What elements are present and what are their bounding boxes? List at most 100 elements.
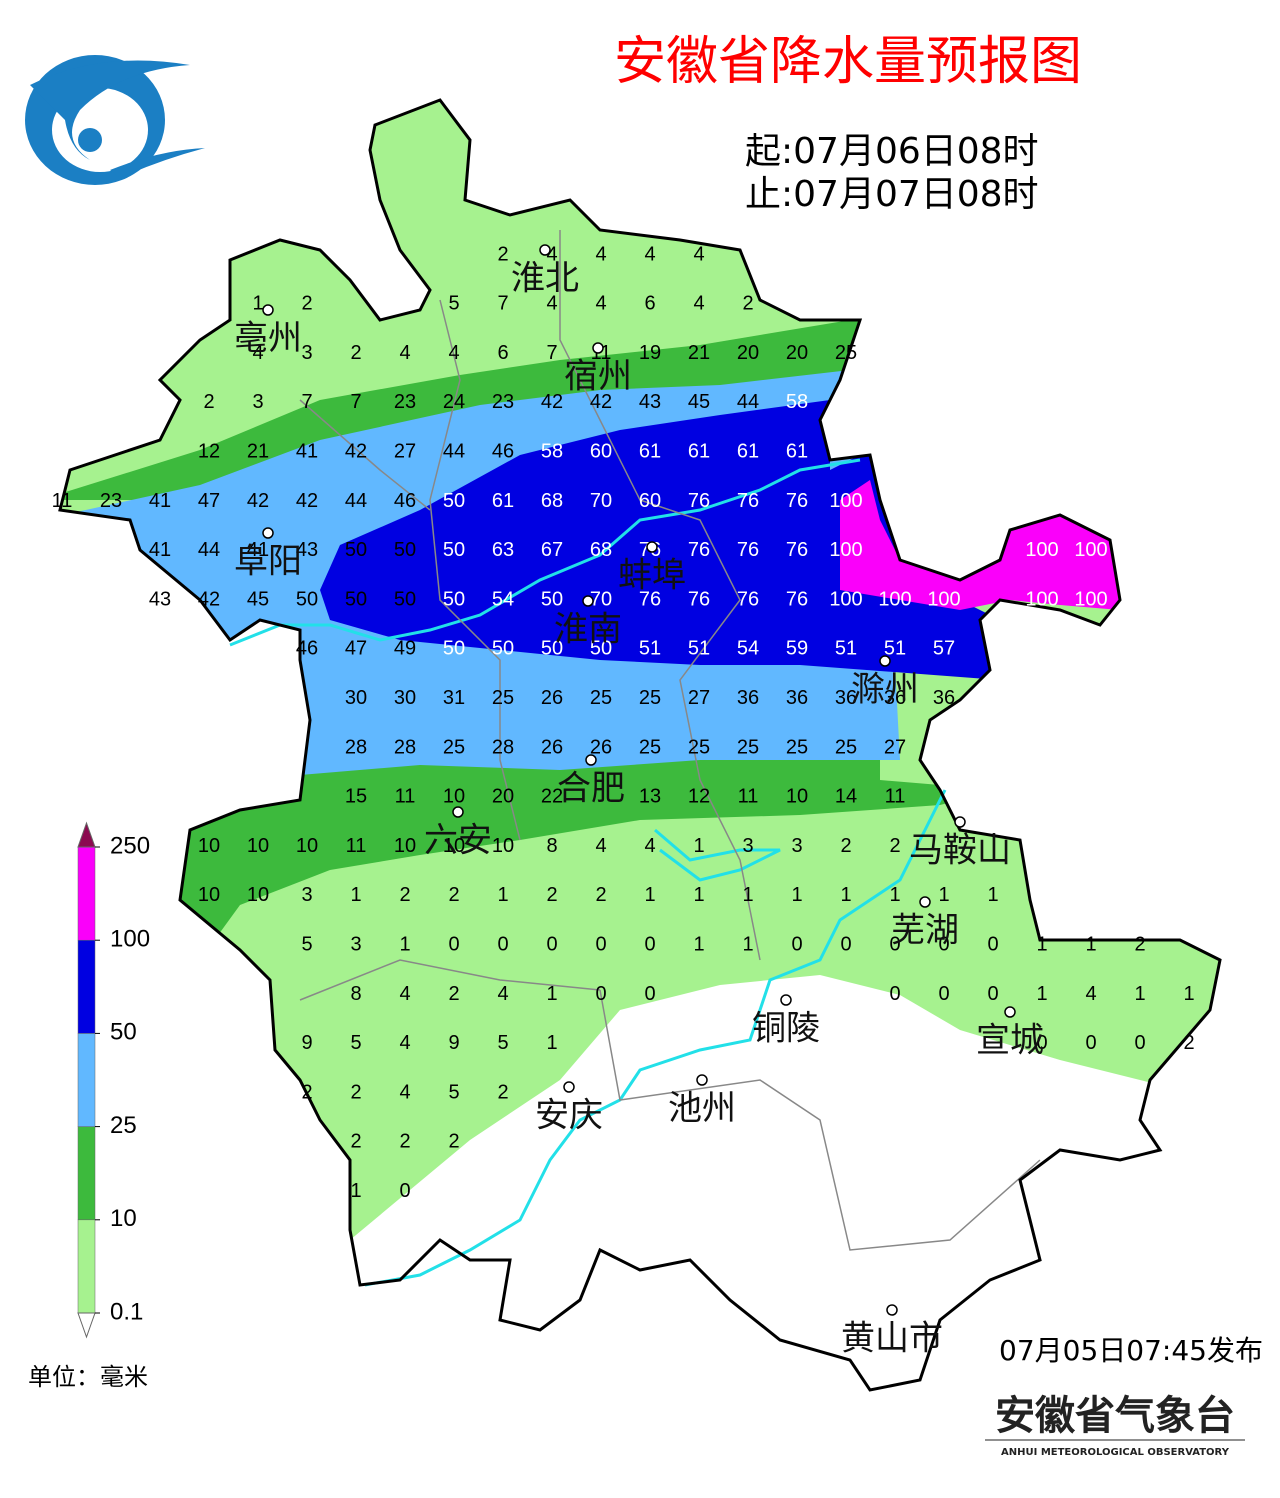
forecast-value: 2 [350,342,361,364]
forecast-value: 44 [345,490,367,512]
forecast-value: 23 [394,391,416,413]
forecast-value: 4 [252,342,263,364]
forecast-value: 23 [100,490,122,512]
forecast-value: 50 [443,490,465,512]
forecast-value: 4 [644,243,655,265]
forecast-value: 58 [786,391,808,413]
title: 安徽省降水量预报图 [614,32,1082,92]
city-dot [780,994,792,1006]
forecast-value: 9 [301,1032,312,1054]
forecast-value: 10 [492,835,514,857]
legend-top-arrow [77,821,96,848]
forecast-value: 25 [688,736,710,758]
forecast-value: 36 [933,687,955,709]
forecast-value: 10 [296,835,318,857]
forecast-value: 45 [688,391,710,413]
forecast-value: 0 [497,933,508,955]
forecast-value: 41 [149,539,171,561]
forecast-value: 5 [448,293,459,315]
forecast-value: 4 [693,293,704,315]
forecast-value: 68 [541,490,563,512]
forecast-value: 42 [198,588,220,610]
forecast-value: 36 [737,687,759,709]
period-start: 起:07月06日08时 [745,131,1039,172]
forecast-value: 1 [742,884,753,906]
legend-swatch [77,1126,96,1221]
forecast-value: 44 [198,539,220,561]
forecast-value: 10 [443,835,465,857]
forecast-value: 4 [693,243,704,265]
forecast-value: 30 [394,687,416,709]
city-dot [646,541,658,553]
forecast-value: 28 [394,736,416,758]
city-name: 滁州 [851,670,919,710]
city-dot [919,896,931,908]
city-dot [582,595,594,607]
forecast-value: 50 [443,638,465,660]
forecast-value: 4 [595,243,606,265]
forecast-value: 15 [345,786,367,808]
forecast-value: 7 [301,391,312,413]
forecast-value: 4 [399,342,410,364]
forecast-value: 9 [448,1032,459,1054]
forecast-value: 25 [737,736,759,758]
forecast-value: 100 [1074,539,1107,561]
forecast-value: 27 [688,687,710,709]
forecast-value: 26 [590,736,612,758]
forecast-value: 76 [688,588,710,610]
band-magenta [840,480,1120,610]
forecast-value: 1 [350,1180,361,1202]
forecast-value: 2 [889,835,900,857]
forecast-value: 2 [350,1081,361,1103]
forecast-value: 10 [394,835,416,857]
forecast-value: 50 [492,638,514,660]
forecast-value: 2 [448,1131,459,1153]
forecast-value: 36 [786,687,808,709]
forecast-value: 54 [737,638,759,660]
forecast-value: 26 [541,687,563,709]
forecast-value: 61 [737,440,759,462]
forecast-value: 3 [252,391,263,413]
forecast-value: 12 [198,440,220,462]
forecast-value: 70 [590,588,612,610]
forecast-value: 25 [639,687,661,709]
period-end: 止:07月07日08时 [745,174,1039,215]
forecast-value: 50 [394,588,416,610]
forecast-value: 23 [492,391,514,413]
legend-swatch [77,846,96,941]
city-name: 淮北 [511,259,579,299]
city-dot [539,244,551,256]
forecast-value: 1 [546,1032,557,1054]
forecast-value: 11 [738,786,759,808]
city-dot [585,754,597,766]
forecast-value: 0 [399,1180,410,1202]
forecast-value: 2 [399,1131,410,1153]
forecast-value: 49 [394,638,416,660]
forecast-value: 11 [395,786,416,808]
forecast-value: 2 [595,884,606,906]
forecast-value: 6 [644,293,655,315]
forecast-value: 41 [296,440,318,462]
forecast-value: 1 [889,884,900,906]
city-dot [879,655,891,667]
forecast-value: 5 [350,1032,361,1054]
forecast-value: 2 [840,835,851,857]
forecast-value: 0 [595,983,606,1005]
forecast-value: 3 [301,884,312,906]
city-name: 池州 [668,1089,736,1129]
forecast-value: 4 [399,1081,410,1103]
forecast-value: 2 [497,1081,508,1103]
city-dot [592,342,604,354]
forecast-value: 50 [345,588,367,610]
forecast-value: 100 [829,588,862,610]
forecast-value: 1 [840,884,851,906]
forecast-value: 76 [737,539,759,561]
forecast-value: 5 [301,933,312,955]
forecast-value: 1 [252,293,263,315]
forecast-value: 20 [737,342,759,364]
forecast-value: 50 [541,638,563,660]
forecast-value: 25 [443,736,465,758]
forecast-value: 45 [247,588,269,610]
forecast-value: 7 [350,391,361,413]
city-name: 淮南 [554,610,622,650]
